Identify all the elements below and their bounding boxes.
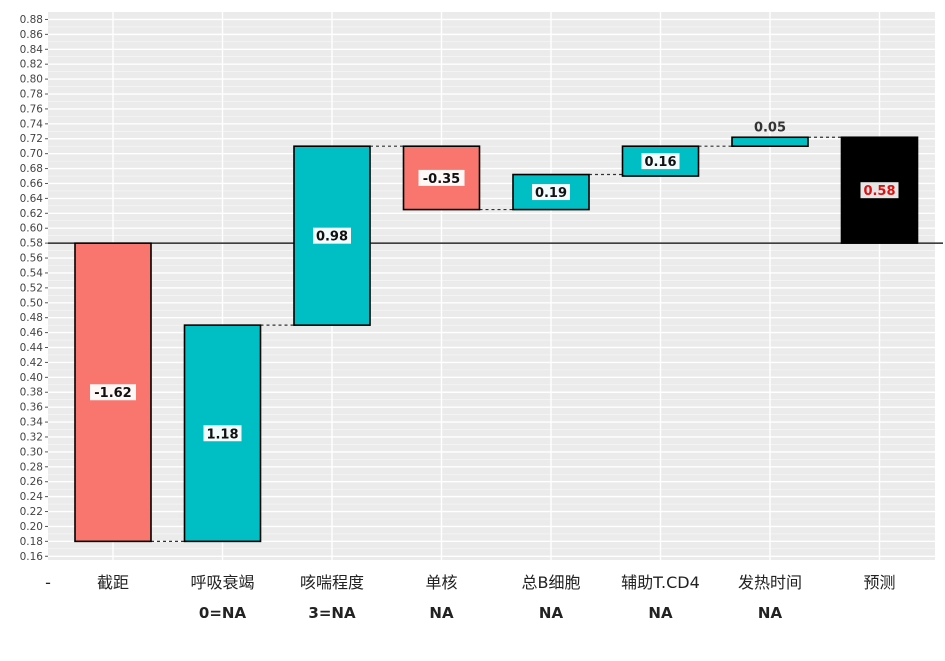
data-label-box: [532, 184, 570, 201]
y-tick-label: 0.84: [20, 44, 44, 56]
y-tick-label: 0.32: [20, 431, 43, 443]
y-tick-label: 0.88: [20, 14, 43, 26]
y-tick-label: 0.46: [20, 327, 44, 339]
y-tick-label: 0.44: [20, 342, 44, 354]
x-category-label: 辅助T.CD4: [621, 573, 700, 592]
data-label: 0.98: [316, 230, 348, 245]
y-tick-label: 0.64: [20, 193, 44, 205]
x-category-label: 单核: [425, 573, 457, 592]
x-axis-labels: - 截距 呼吸衰竭 0=NA 咳喘程度 3=NA 单核 NA 总B细胞 NA 辅助T.CD4 NA 发…: [45, 573, 895, 622]
x-category-sublabel: NA: [648, 604, 673, 622]
x-category-label: 预测: [863, 573, 895, 592]
data-label: 1.18: [206, 427, 238, 442]
y-tick-label: 0.68: [20, 163, 43, 175]
y-tick-label: 0.36: [20, 402, 44, 414]
x-axis-leading-dash: -: [45, 573, 51, 592]
data-label: 0.58: [863, 184, 895, 199]
data-label: 0.19: [535, 186, 567, 201]
x-category-sublabel: NA: [539, 604, 564, 622]
data-label: 0.05: [754, 120, 786, 135]
y-tick-label: 0.22: [20, 506, 43, 518]
y-tick-label: 0.58: [20, 238, 43, 250]
data-labels: -1.62 1.18 0.98 -0.35 0.19 0.16 0.05 0.58: [90, 120, 899, 442]
y-tick-label: 0.16: [20, 551, 44, 563]
y-tick-label: 0.48: [20, 312, 43, 324]
x-category-label: 呼吸衰竭: [190, 573, 254, 592]
data-label-box: [418, 169, 465, 186]
data-label: 0.16: [644, 155, 676, 170]
y-tick-label: 0.56: [20, 253, 44, 265]
y-axis-ticks: 0.16 0.18 0.20 0.22 0.24 0.26 0.28 0.30 0.32 0.34…: [20, 14, 48, 563]
y-tick-label: 0.38: [20, 387, 43, 399]
data-label: -0.35: [423, 172, 460, 187]
y-tick-label: 0.78: [20, 89, 43, 101]
y-tick-label: 0.82: [20, 59, 43, 71]
data-label: -1.62: [94, 386, 131, 401]
bar-7: [731, 136, 809, 148]
y-tick-label: 0.62: [20, 208, 43, 220]
data-label-box: [860, 182, 899, 199]
y-tick-label: 0.74: [20, 118, 44, 130]
y-tick-label: 0.26: [20, 476, 44, 488]
y-tick-label: 0.28: [20, 461, 43, 473]
data-label-box: [203, 425, 242, 442]
x-category-label: 总B细胞: [522, 573, 581, 592]
y-tick-label: 0.20: [20, 521, 43, 533]
y-tick-label: 0.18: [20, 536, 43, 548]
y-tick-label: 0.86: [20, 29, 44, 41]
y-tick-label: 0.42: [20, 357, 43, 369]
x-category-sublabel: NA: [429, 604, 454, 622]
y-tick-label: 0.76: [20, 103, 44, 115]
x-category-sublabel: 3=NA: [308, 604, 356, 622]
y-tick-label: 0.70: [20, 148, 43, 160]
y-tick-label: 0.72: [20, 133, 43, 145]
x-category-label: 截距: [97, 573, 129, 592]
data-label-box: [90, 384, 136, 401]
y-tick-label: 0.60: [20, 223, 43, 235]
y-tick-label: 0.80: [20, 74, 43, 86]
data-label-box: [313, 227, 351, 244]
y-tick-label: 0.30: [20, 446, 43, 458]
x-category-label: 发热时间: [738, 573, 802, 592]
x-category-label: 咳喘程度: [300, 573, 364, 592]
x-category-sublabel: 0=NA: [199, 604, 247, 622]
y-tick-label: 0.50: [20, 297, 43, 309]
y-tick-label: 0.54: [20, 267, 44, 279]
data-label-box: [641, 153, 680, 170]
y-tick-label: 0.66: [20, 178, 44, 190]
y-tick-label: 0.34: [20, 417, 44, 429]
y-tick-label: 0.40: [20, 372, 43, 384]
y-tick-label: 0.52: [20, 282, 43, 294]
x-category-sublabel: NA: [758, 604, 783, 622]
y-tick-label: 0.24: [20, 491, 44, 503]
